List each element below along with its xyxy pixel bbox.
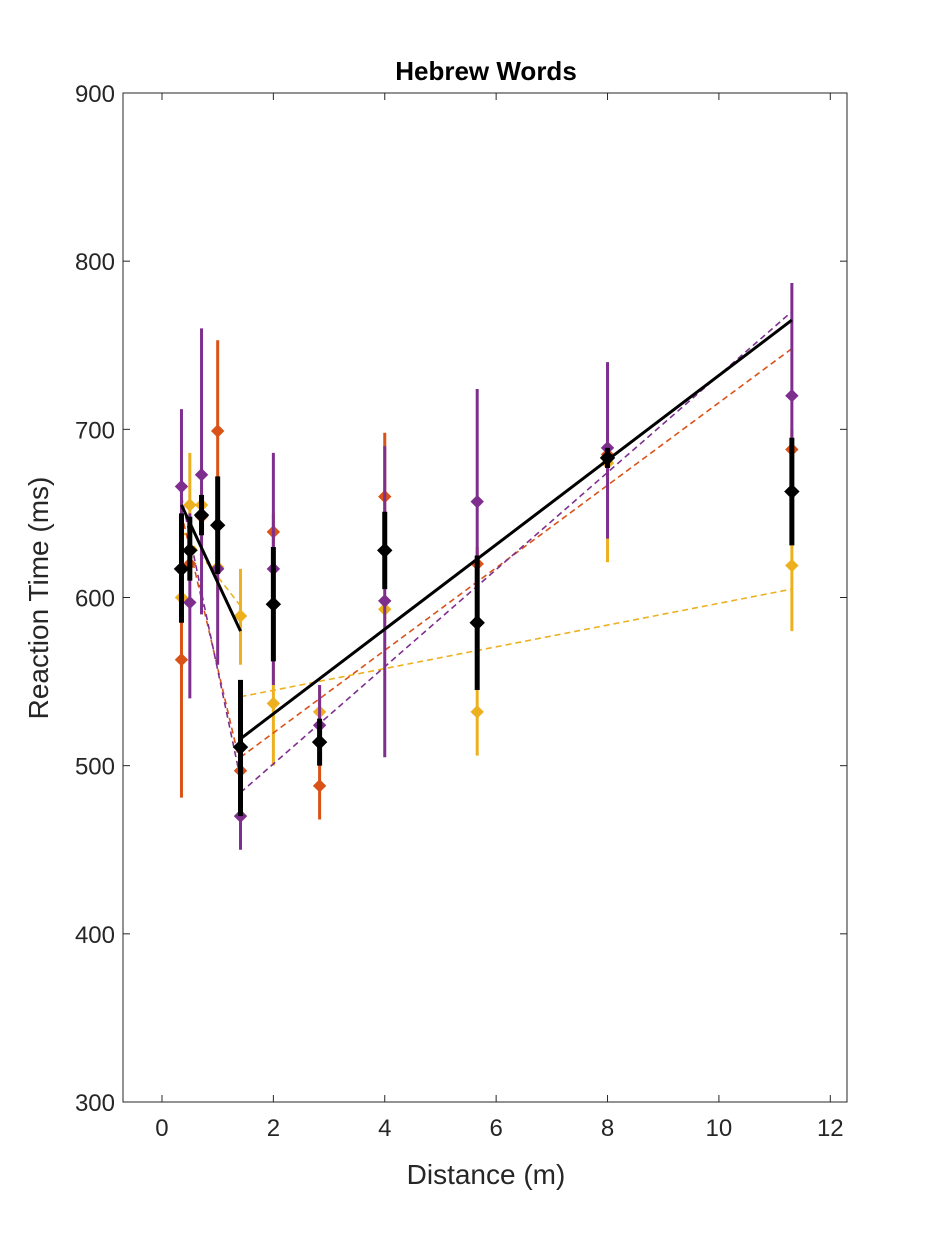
data-point bbox=[378, 594, 392, 608]
data-point bbox=[377, 542, 393, 559]
y-tick-label: 700 bbox=[75, 417, 115, 444]
x-tick-label: 4 bbox=[378, 1115, 391, 1142]
chart-title: Hebrew Words bbox=[395, 56, 577, 86]
data-point bbox=[312, 779, 327, 793]
fit-line bbox=[180, 496, 242, 780]
data-point bbox=[265, 596, 282, 612]
x-tick-label: 10 bbox=[706, 1115, 733, 1142]
fit-line bbox=[239, 318, 793, 740]
x-tick-label: 0 bbox=[155, 1115, 168, 1142]
data-point bbox=[183, 595, 197, 610]
x-tick-label: 12 bbox=[817, 1115, 844, 1142]
x-tick-label: 6 bbox=[489, 1115, 502, 1142]
x-tick-label: 8 bbox=[601, 1115, 614, 1142]
data-point bbox=[174, 479, 189, 494]
data-point bbox=[182, 542, 198, 559]
data-point bbox=[470, 494, 484, 509]
y-tick-label: 600 bbox=[75, 586, 115, 613]
data-point bbox=[599, 450, 616, 466]
data-point bbox=[183, 498, 197, 512]
data-point bbox=[311, 734, 328, 750]
data-point bbox=[470, 705, 484, 719]
data-point bbox=[209, 517, 226, 533]
data-point bbox=[193, 507, 210, 523]
fit-line bbox=[240, 588, 793, 698]
series-3 bbox=[173, 318, 800, 817]
plot-area: 0 2 4 6 8 10 12 300 400 500 600 700 800 900 bbox=[75, 81, 848, 1142]
y-tick-label: 900 bbox=[75, 81, 115, 108]
y-tick-label: 800 bbox=[75, 249, 115, 276]
data-point bbox=[174, 653, 189, 667]
data-point bbox=[469, 615, 485, 631]
y-tick-label: 300 bbox=[75, 1090, 115, 1117]
data-point bbox=[266, 696, 281, 711]
data-point bbox=[785, 558, 799, 573]
data-point bbox=[210, 424, 225, 438]
x-axis-label: Distance (m) bbox=[407, 1159, 566, 1190]
y-tick-label: 500 bbox=[75, 754, 115, 781]
data-point bbox=[785, 388, 799, 403]
data-point bbox=[784, 483, 800, 500]
fit-line bbox=[239, 311, 793, 794]
y-axis-label: Reaction Time (ms) bbox=[23, 477, 54, 720]
x-tick-label: 2 bbox=[267, 1115, 280, 1142]
data-point bbox=[233, 609, 248, 623]
data-point bbox=[232, 739, 249, 755]
data-point bbox=[194, 468, 209, 482]
y-tick-label: 400 bbox=[75, 922, 115, 949]
data-point bbox=[173, 561, 190, 577]
